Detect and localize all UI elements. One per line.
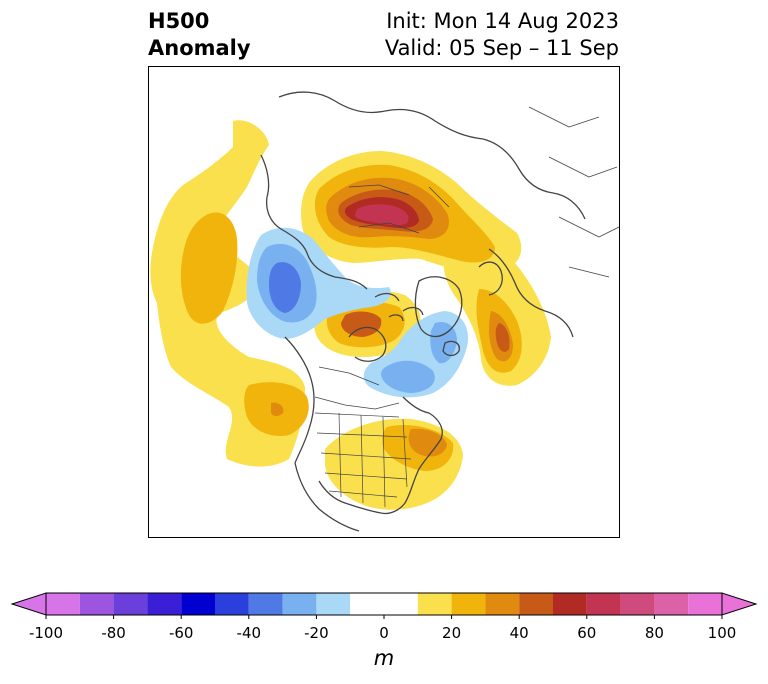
colorbar-segment <box>282 593 317 615</box>
colorbar-segment <box>451 593 486 615</box>
coast-asia-east <box>482 138 586 220</box>
coast-hudson-bay <box>348 326 387 362</box>
valid-range-label: Valid: 05 Sep – 11 Sep <box>384 36 619 60</box>
title-anomaly: Anomaly <box>148 36 251 60</box>
coast-greenland <box>414 276 463 338</box>
colorbar-tick-label: 100 <box>707 624 737 642</box>
colorbar-segment <box>215 593 249 615</box>
colorbar-tick-label: 20 <box>442 624 462 642</box>
colorbar-segment <box>248 593 283 615</box>
colorbar-segment <box>688 593 722 615</box>
coast-alaska <box>260 154 368 290</box>
anomaly-eastern-us-ridge-core <box>408 428 447 457</box>
anomaly-arctic-ridge-peak <box>355 204 409 226</box>
coast-europe <box>488 248 574 338</box>
anomaly-map <box>148 66 620 538</box>
colorbar-segment <box>181 593 215 615</box>
border-canada <box>314 366 400 410</box>
coastlines <box>260 91 619 532</box>
anomaly-gulf-alaska-trough-core <box>269 262 301 313</box>
plot-title-right: Init: Mon 14 Aug 2023 Valid: 05 Sep – 11… <box>385 8 619 62</box>
anomaly-map-svg <box>149 67 619 537</box>
init-date-label: Init: Mon 14 Aug 2023 <box>386 9 619 33</box>
colorbar-tick-label: 80 <box>644 624 664 642</box>
colorbar-segment <box>417 593 452 615</box>
colorbar-segment <box>46 593 80 615</box>
colorbar-segment <box>519 593 553 615</box>
colorbar-tick-label: 0 <box>379 624 389 642</box>
colorbar-tick-label: -40 <box>236 624 262 642</box>
anomaly-hudson-bay-ridge-core <box>341 311 382 337</box>
anomaly-greenland-trough-north <box>430 321 457 364</box>
border-asia <box>528 106 619 278</box>
anomaly-north-pacific-ridge-core <box>180 212 238 324</box>
border-us-states <box>314 412 412 508</box>
colorbar-over-arrow <box>721 592 758 616</box>
anomaly-eurasia-ridge-peak <box>495 323 510 352</box>
colorbar-segment <box>147 593 182 615</box>
colorbar-under-arrow <box>10 592 47 616</box>
colorbar-segment <box>654 593 689 615</box>
colorbar-segment <box>113 593 148 615</box>
colorbar-tick-label: -100 <box>28 624 64 642</box>
coast-western-na <box>284 336 315 464</box>
colorbar-tick-label: -60 <box>168 624 194 642</box>
colorbar-segment <box>79 593 114 615</box>
anomaly-greenland-trough-mid <box>381 360 435 393</box>
colorbar-segment <box>586 593 621 615</box>
coast-siberia <box>278 91 484 140</box>
coast-eastern-na <box>380 396 443 515</box>
coast-scandinavia <box>478 261 503 296</box>
colorbar-tick-label: 60 <box>577 624 597 642</box>
coast-iceland <box>442 340 460 357</box>
coast-gulf <box>318 480 382 514</box>
colorbar-tick-label: -80 <box>101 624 126 642</box>
colorbar-tick-label: 40 <box>509 624 529 642</box>
colorbar-units-label: m <box>373 646 395 670</box>
title-variable: H500 <box>148 9 210 33</box>
border-russia <box>348 184 450 234</box>
colorbar <box>10 592 758 619</box>
colorbar-segment <box>485 593 520 615</box>
colorbar-segment <box>553 593 587 615</box>
colorbar-segment <box>350 593 418 615</box>
plot-title-left: H500 Anomaly <box>148 8 251 62</box>
anomaly-hawaii-ridge-core <box>271 402 284 416</box>
coast-mexico <box>294 462 360 532</box>
colorbar-tick-label: -20 <box>304 624 329 642</box>
colorbar-segment <box>620 593 655 615</box>
colorbar-segment <box>316 593 351 615</box>
